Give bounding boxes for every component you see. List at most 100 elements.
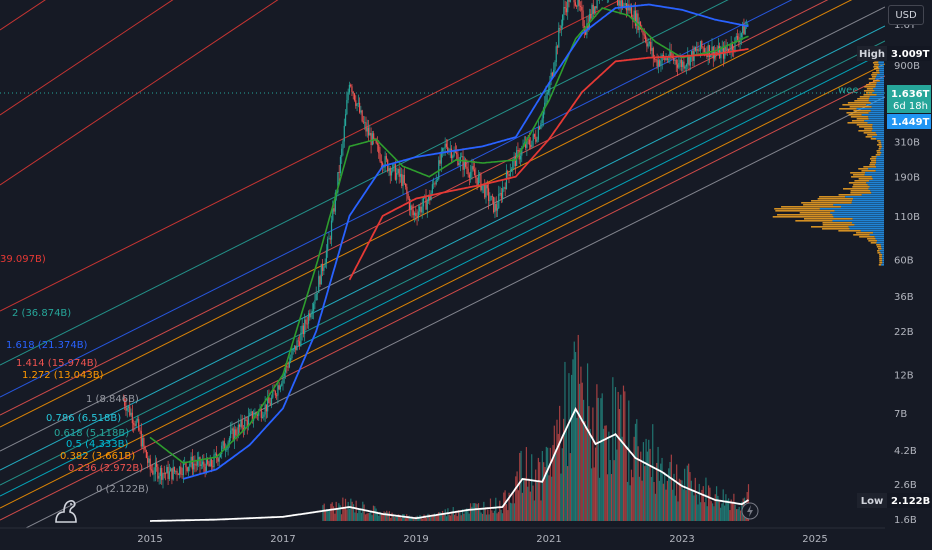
candle-body (295, 345, 297, 351)
volume-bar (737, 509, 739, 521)
candle-body (620, 0, 622, 7)
volume-bar (521, 492, 523, 521)
candle-body (313, 303, 315, 312)
candle-body (541, 118, 543, 123)
candle-body (379, 153, 381, 162)
candle-body (129, 406, 131, 416)
candle-body (244, 419, 246, 431)
y-tick-label: 900B (894, 61, 920, 72)
lightning-icon[interactable] (741, 502, 759, 520)
volume-bar (624, 391, 626, 521)
moving-averages (149, 3, 749, 480)
volume-profile-bar (842, 104, 867, 106)
candle-body (505, 171, 508, 190)
candle-body (735, 36, 737, 38)
candle-body (671, 57, 674, 59)
candle-body (450, 148, 453, 159)
volume-profile-bar (864, 174, 884, 176)
volume-profile-bar (852, 186, 870, 188)
volume-bar (472, 503, 474, 521)
currency-button[interactable]: USD (888, 5, 924, 25)
volume-bar (347, 501, 349, 521)
candle-body (344, 114, 347, 126)
candle-body (484, 184, 486, 198)
candle-body (398, 168, 400, 177)
candle-body (268, 397, 270, 404)
candle-body (587, 23, 589, 30)
candle-body (708, 45, 711, 58)
volume-profile-bar (871, 106, 884, 108)
candle-body (157, 466, 159, 479)
price-axis[interactable]: 4T2.5T1.6T900B550B310B190B110B60B36B22B1… (894, 0, 920, 526)
volume-bar (452, 507, 454, 521)
candle-body (532, 134, 534, 141)
candle-body (235, 429, 237, 436)
candle-body (351, 86, 353, 92)
candle-body (154, 463, 156, 474)
volume-bar (684, 468, 686, 521)
candle-body (357, 102, 359, 104)
volume-bar (527, 486, 529, 521)
volume-bar (686, 465, 688, 521)
volume-profile-bar (811, 200, 853, 202)
fib-line (0, 0, 793, 398)
candle-body (170, 468, 172, 472)
volume-bar (519, 452, 521, 521)
volume-bar (380, 514, 383, 521)
candle-body (339, 156, 342, 174)
tradingview-logo-icon[interactable] (52, 496, 82, 526)
volume-bar (513, 503, 516, 521)
candle-body (149, 458, 151, 470)
volume-bar (561, 448, 563, 521)
volume-bar (601, 393, 603, 521)
volume-bar (532, 485, 534, 521)
volume-profile-bar (863, 90, 875, 92)
volume-bar (512, 492, 514, 521)
volume-profile-bar (810, 226, 849, 228)
volume-bar (537, 457, 539, 521)
volume-bar (563, 418, 565, 521)
volume-profile-bar (879, 256, 882, 258)
candle-body (736, 36, 739, 40)
time-axis[interactable]: 2015 2017 2019 2021 2023 2025 (137, 534, 827, 545)
candle-body (361, 110, 363, 122)
fib-line (0, 0, 853, 428)
volume-profile-bar (877, 144, 882, 146)
candle-body (524, 142, 527, 148)
candle-body (199, 457, 201, 466)
candle-body (369, 132, 371, 136)
candle-body (553, 69, 555, 77)
y-tick-label: 110B (894, 212, 920, 223)
volume-bar (386, 510, 388, 521)
volume-bar (342, 497, 344, 521)
candle-body (186, 467, 188, 471)
candle-body (411, 205, 413, 211)
volume-bar (589, 428, 591, 521)
volume-bar (690, 480, 692, 521)
candle-body (439, 160, 441, 164)
volume-profile-bar (866, 92, 873, 94)
svg-text:wee: wee (838, 85, 858, 96)
candle-body (535, 136, 537, 142)
candle-body (334, 192, 336, 212)
volume-bar (721, 503, 723, 521)
candle-body (731, 42, 734, 50)
candle-body (375, 138, 377, 144)
candle-body (422, 197, 425, 207)
candle-body (287, 366, 289, 368)
volume-profile-bar (873, 80, 880, 82)
candle-body (698, 50, 700, 52)
volume-bar (394, 517, 396, 521)
volume-profile-bar (772, 216, 834, 218)
volume-profile-bar (881, 248, 884, 250)
candle-body (127, 406, 130, 408)
volume-bar (553, 425, 555, 521)
candle-body (567, 0, 569, 13)
volume-bar (594, 447, 597, 521)
candle-body (660, 61, 662, 66)
volume-profile-bar (822, 222, 853, 224)
candle-body (298, 341, 301, 347)
volume-profile-bar (881, 144, 884, 146)
candle-body (135, 420, 137, 426)
